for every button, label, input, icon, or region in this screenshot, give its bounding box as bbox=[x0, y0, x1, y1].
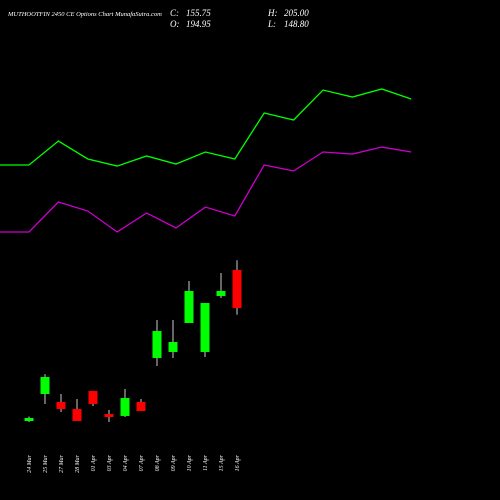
x-tick-label: 28 Mar bbox=[75, 454, 81, 472]
x-tick-label: 24 Mar bbox=[26, 454, 33, 472]
x-tick-label: 15 Apr bbox=[219, 454, 225, 471]
candle-body bbox=[168, 341, 178, 352]
candle-body bbox=[72, 408, 82, 421]
candle-body bbox=[184, 291, 194, 323]
x-tick-label: 03 Apr bbox=[107, 454, 113, 471]
candle-body bbox=[200, 303, 210, 352]
x-tick-label: 27 Mar bbox=[59, 454, 65, 472]
x-tick-label: 08 Apr bbox=[155, 454, 161, 471]
candle-body bbox=[40, 376, 50, 395]
stat-key: H: bbox=[267, 8, 278, 18]
candle-body bbox=[136, 401, 146, 412]
indicator-line bbox=[0, 88, 412, 167]
indicator-line bbox=[0, 146, 412, 233]
x-tick-label: 04 Apr bbox=[122, 454, 129, 471]
x-tick-label: 25 Mar bbox=[43, 454, 49, 472]
candle-body bbox=[24, 417, 34, 421]
candle-body bbox=[88, 391, 98, 405]
candle-body bbox=[232, 270, 242, 309]
candle-body bbox=[56, 401, 66, 409]
candle-body bbox=[104, 414, 114, 418]
x-tick-label: 01 Apr bbox=[91, 454, 97, 471]
stat-value: 194.95 bbox=[186, 19, 211, 29]
stat-value: 148.80 bbox=[284, 19, 309, 29]
chart-title: MUTHOOTFIN 2450 CE Options Chart MunafaS… bbox=[7, 11, 162, 18]
candle-body bbox=[216, 291, 226, 297]
stat-key: L: bbox=[267, 19, 276, 29]
x-tick-label: 10 Apr bbox=[187, 454, 193, 471]
x-tick-label: 07 Apr bbox=[139, 454, 145, 471]
candle-body bbox=[120, 398, 130, 416]
stat-value: 205.00 bbox=[284, 8, 309, 18]
x-tick-label: 11 Apr bbox=[203, 454, 209, 471]
x-tick-label: 16 Apr bbox=[235, 454, 241, 471]
stat-key: C: bbox=[170, 8, 179, 18]
candle-body bbox=[152, 331, 162, 358]
x-tick-label: 09 Apr bbox=[171, 454, 177, 471]
stat-key: O: bbox=[170, 19, 180, 29]
stat-value: 155.75 bbox=[186, 8, 211, 18]
